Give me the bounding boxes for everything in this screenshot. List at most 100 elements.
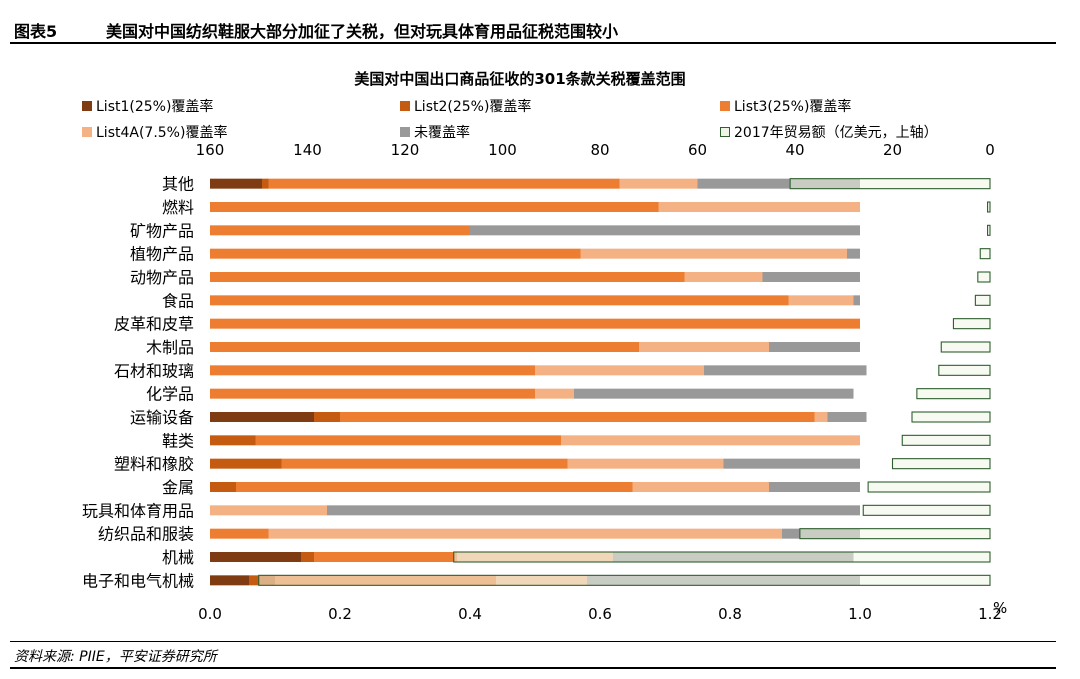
- trade-bar: [979, 248, 991, 260]
- category-label: 食品: [162, 291, 194, 310]
- bar-segment: [268, 528, 782, 539]
- bar-segment: [684, 272, 763, 282]
- bar-segment: [210, 248, 581, 259]
- category-label: 塑料和橡胶: [114, 455, 194, 474]
- bar-segment: [210, 295, 789, 306]
- trade-bar: [891, 458, 991, 470]
- trade-bar: [916, 388, 991, 400]
- legend-swatch: [82, 127, 92, 137]
- trade-bar: [789, 178, 991, 190]
- bottom-axis-tick-label: 1.0: [848, 605, 872, 623]
- category-label: 动物产品: [130, 268, 194, 287]
- bar-segment: [301, 552, 314, 562]
- footer-rule: [10, 641, 1056, 642]
- figure-header: 图表5 美国对中国纺织鞋服大部分加征了关税，但对玩具体育用品征税范围较小: [10, 16, 1056, 42]
- trade-bar: [901, 434, 991, 446]
- bar-segment: [210, 575, 249, 586]
- source-note: 资料来源: PIIE，平安证券研究所: [14, 649, 217, 665]
- bar-segment: [470, 225, 860, 236]
- category-label: 植物产品: [130, 245, 194, 264]
- trade-bar: [952, 318, 991, 330]
- trade-bar: [911, 411, 991, 423]
- bar-segment: [580, 248, 847, 259]
- header-rule: [10, 42, 1056, 44]
- trade-bar: [862, 504, 991, 516]
- bar-segment: [814, 412, 828, 422]
- chart-title: 美国对中国出口商品征收的301条款关税覆盖范围: [354, 70, 685, 88]
- bar-segment: [769, 482, 860, 492]
- category-label: 皮革和皮草: [114, 315, 194, 334]
- bar-segment: [314, 552, 457, 562]
- x-unit-label: %: [993, 599, 1007, 617]
- top-axis-tick-label: 0: [985, 141, 995, 159]
- bar-segment: [281, 458, 568, 469]
- bar-segment: [314, 412, 340, 422]
- top-axis-tick-label: 140: [293, 141, 322, 159]
- bar-segment: [210, 458, 282, 469]
- trade-bar: [987, 201, 991, 213]
- legend-label: List3(25%)覆盖率: [734, 98, 851, 115]
- trade-bar: [940, 341, 991, 353]
- bar-segment: [210, 318, 860, 329]
- bar-segment: [340, 412, 815, 422]
- top-axis-tick-label: 40: [785, 141, 804, 159]
- figure-caption: 美国对中国纺织鞋服大部分加征了关税，但对玩具体育用品征税范围较小: [106, 22, 619, 41]
- legend-swatch: [720, 101, 730, 111]
- bottom-axis-tick-label: 0.2: [328, 605, 352, 623]
- category-label: 玩具和体育用品: [82, 501, 194, 520]
- bar-segment: [847, 248, 860, 259]
- bar-segment: [262, 178, 269, 189]
- bar-segment: [210, 388, 535, 399]
- bar-segment: [697, 178, 860, 189]
- category-label: 鞋类: [162, 431, 194, 450]
- category-label: 矿物产品: [130, 221, 194, 240]
- trade-bar: [974, 294, 991, 306]
- legend-label: 未覆盖率: [414, 124, 470, 141]
- bar-segment: [788, 295, 854, 306]
- trade-bar: [987, 224, 991, 236]
- bar-segment: [827, 412, 867, 422]
- trade-bar: [799, 528, 991, 540]
- top-axis-tick-label: 80: [590, 141, 609, 159]
- bar-segment: [561, 435, 860, 446]
- trade-bar: [258, 574, 991, 586]
- trade-bar: [867, 481, 991, 493]
- trade-bar: [938, 364, 991, 376]
- bar-segment: [704, 365, 867, 376]
- category-label: 石材和玻璃: [114, 361, 194, 380]
- bar-segment: [853, 295, 860, 306]
- category-label: 木制品: [146, 338, 194, 357]
- category-label: 金属: [162, 478, 194, 497]
- bar-segment: [236, 482, 633, 492]
- category-label: 其他: [162, 175, 194, 194]
- bar-segment: [632, 482, 769, 492]
- bar-segment: [210, 552, 301, 562]
- legend-label: List1(25%)覆盖率: [96, 98, 213, 115]
- bar-segment: [723, 458, 860, 469]
- bar-segment: [535, 365, 704, 376]
- legend-label: List2(25%)覆盖率: [414, 98, 531, 115]
- bottom-axis-tick-label: 0.6: [588, 605, 612, 623]
- bottom-axis-tick-label: 1.2: [978, 605, 1002, 623]
- bar-segment: [769, 342, 860, 352]
- bar-segment: [210, 202, 659, 212]
- bar-segment: [619, 178, 698, 189]
- legend-swatch: [400, 101, 410, 111]
- bar-segment: [210, 342, 639, 352]
- top-axis-tick-label: 120: [391, 141, 420, 159]
- bar-segment: [762, 272, 860, 282]
- top-axis-tick-label: 100: [488, 141, 517, 159]
- bar-segment: [210, 435, 256, 446]
- bar-segment: [574, 388, 854, 399]
- category-label: 化学品: [146, 385, 194, 404]
- bar-segment: [639, 342, 769, 352]
- bar-segment: [535, 388, 574, 399]
- trade-bar: [453, 551, 991, 563]
- bottom-axis-tick-label: 0.0: [198, 605, 222, 623]
- category-label: 机械: [162, 548, 194, 567]
- bar-segment: [210, 178, 262, 189]
- category-label: 燃料: [162, 198, 194, 217]
- bar-segment: [210, 365, 535, 376]
- bar-segment: [658, 202, 860, 212]
- bar-segment: [210, 412, 314, 422]
